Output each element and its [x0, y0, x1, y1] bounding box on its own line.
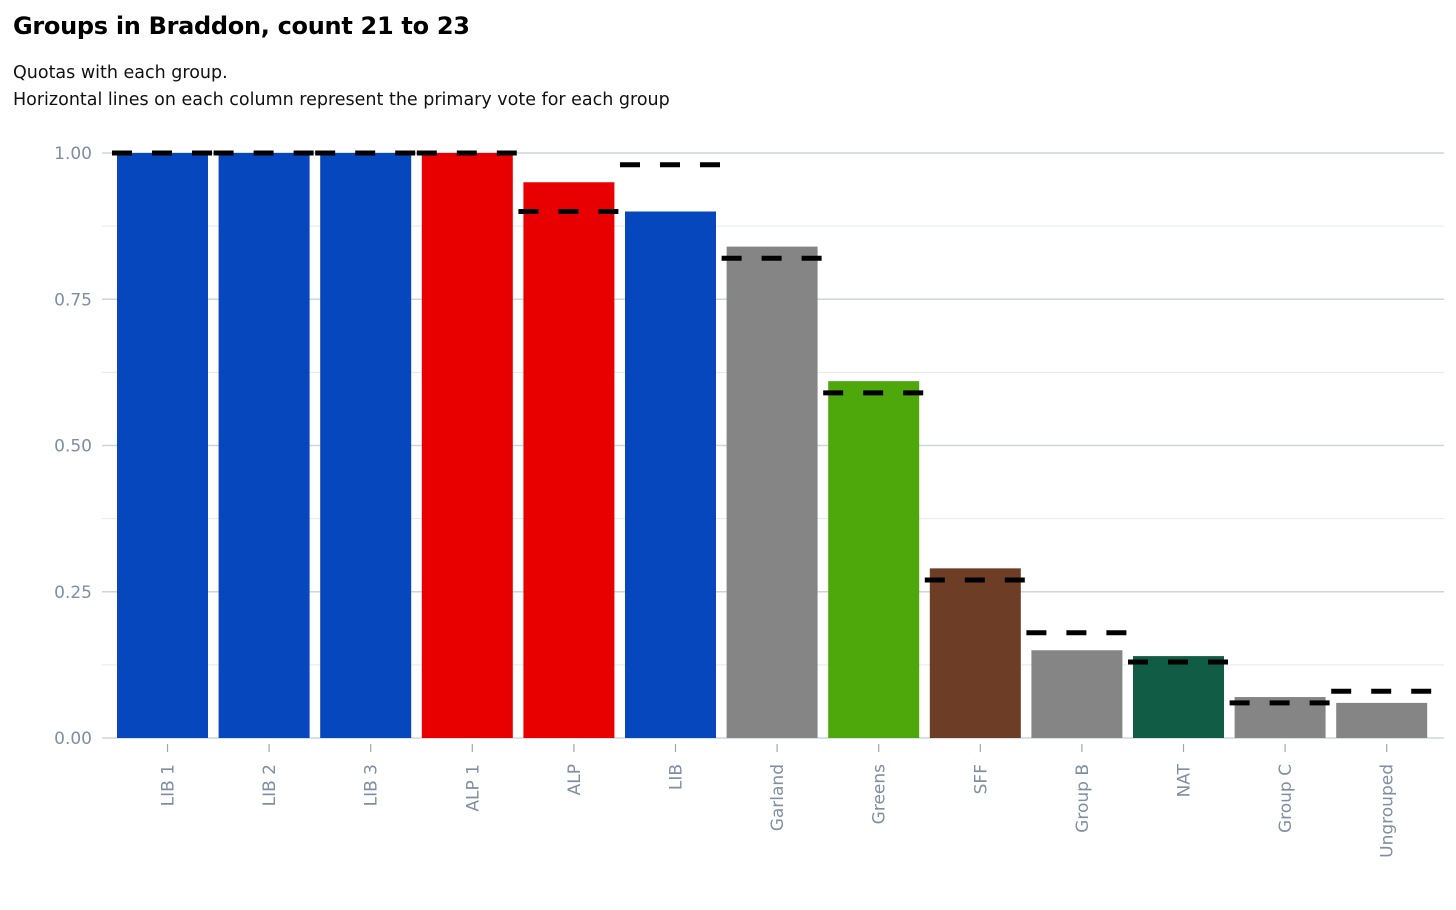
x-axis-ticks: LIB 1 LIB 2 LIB 3 ALP 1 ALP LIB Garland Greens S…: [159, 744, 1398, 858]
y-tick-label: 0.50: [54, 437, 92, 457]
x-tick: LIB 1: [159, 744, 179, 806]
bar-garland: [726, 246, 818, 738]
y-tick-label: 0.00: [54, 729, 92, 749]
x-tick-label: LIB 3: [362, 764, 382, 806]
x-tick: LIB 2: [260, 744, 280, 806]
primary-vote-lines: [112, 150, 1438, 706]
x-tick-label: Group B: [1073, 764, 1093, 833]
x-tick: ALP: [565, 744, 585, 795]
bar-lib-1: [117, 153, 208, 738]
x-tick: Garland: [768, 744, 788, 831]
x-tick: LIB: [667, 744, 687, 790]
chart-title: Groups in Braddon, count 21 to 23: [13, 12, 470, 40]
x-tick-label: ALP 1: [463, 764, 483, 812]
bar-lib: [625, 211, 716, 738]
chart-subtitle: Quotas with each group. Horizontal lines…: [13, 60, 670, 114]
x-tick: Group C: [1276, 744, 1296, 833]
bar-lib-3: [320, 153, 412, 738]
bar-sff: [929, 568, 1021, 738]
bar-greens: [828, 381, 920, 738]
x-tick: SFF: [971, 744, 991, 794]
x-tick: Greens: [870, 744, 890, 824]
bar-alp-1: [421, 153, 513, 738]
bar-nat: [1133, 656, 1224, 738]
x-tick: NAT: [1175, 744, 1195, 797]
x-tick-label: Group C: [1276, 764, 1296, 833]
x-tick-label: ALP: [565, 764, 585, 795]
y-tick-label: 0.75: [54, 290, 92, 310]
bar-lib-2: [218, 153, 310, 738]
x-tick-label: LIB 1: [159, 764, 179, 806]
y-tick-label: 1.00: [54, 144, 92, 164]
y-tick-label: 0.25: [54, 583, 92, 603]
x-tick: Ungrouped: [1378, 744, 1398, 858]
bar-group-b: [1031, 650, 1123, 738]
subtitle-line-2: Horizontal lines on each column represen…: [13, 90, 670, 110]
bar-alp: [523, 182, 615, 738]
x-tick: Group B: [1073, 744, 1093, 833]
x-tick-label: SFF: [971, 764, 991, 794]
x-tick-label: Greens: [870, 764, 890, 824]
x-tick-label: Garland: [768, 764, 788, 831]
x-tick-label: LIB: [667, 764, 687, 790]
subtitle-line-1: Quotas with each group.: [13, 63, 228, 83]
bar-ungrouped: [1336, 702, 1428, 738]
x-tick-label: LIB 2: [260, 764, 280, 806]
x-tick: ALP 1: [463, 744, 483, 812]
bars: [117, 153, 1428, 738]
x-tick-label: NAT: [1175, 763, 1195, 797]
y-axis-ticks: 0.00 0.25 0.50 0.75 1.00: [54, 144, 92, 749]
x-tick-label: Ungrouped: [1378, 764, 1398, 858]
x-tick: LIB 3: [362, 744, 382, 806]
